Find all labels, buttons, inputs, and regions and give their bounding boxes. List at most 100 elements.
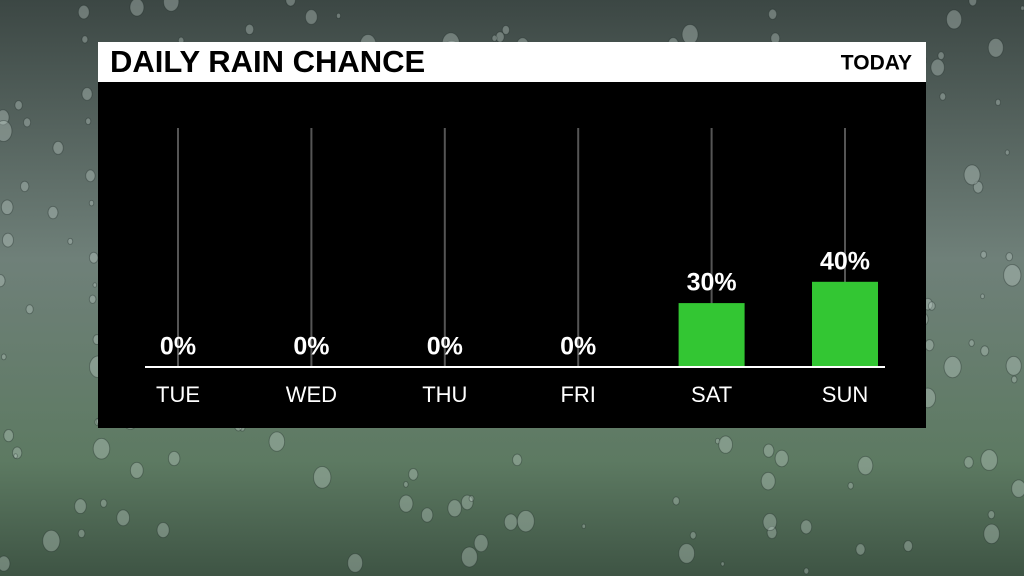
raindrop <box>930 58 945 77</box>
raindrop <box>0 199 14 216</box>
raindrop <box>1011 479 1024 498</box>
raindrop <box>3 429 14 443</box>
panel <box>98 42 926 428</box>
raindrop <box>11 446 23 460</box>
raindrop <box>945 9 963 30</box>
raindrop <box>672 496 680 506</box>
raindrop <box>163 0 180 12</box>
x-tick-label: TUE <box>156 382 200 407</box>
raindrop <box>980 293 985 300</box>
raindrop <box>995 98 1002 106</box>
raindrop <box>167 450 181 467</box>
value-label: 0% <box>427 333 463 361</box>
raindrop <box>347 553 364 573</box>
raindrop <box>939 92 947 101</box>
raindrop <box>398 494 414 513</box>
x-tick-label: SAT <box>691 382 732 407</box>
value-label: 30% <box>687 269 737 297</box>
raindrop <box>0 109 10 126</box>
raindrop <box>88 294 97 304</box>
raindrop <box>92 437 111 460</box>
raindrop <box>88 251 99 264</box>
raindrop <box>768 8 778 20</box>
raindrop <box>980 250 987 259</box>
raindrop <box>460 546 478 568</box>
bar <box>812 281 878 367</box>
raindrop <box>1005 355 1022 376</box>
raindrop <box>285 0 296 7</box>
raindrop <box>129 461 144 479</box>
raindrop <box>501 24 510 35</box>
raindrop <box>42 529 61 553</box>
raindrop <box>972 180 984 194</box>
period-label: TODAY <box>841 52 912 75</box>
raindrop <box>156 522 170 539</box>
raindrop <box>903 540 914 552</box>
raindrop <box>855 543 866 556</box>
raindrop <box>447 499 462 518</box>
raindrop <box>983 523 1000 545</box>
raindrop <box>937 51 945 61</box>
raindrop <box>23 117 32 128</box>
raindrop <box>420 507 434 523</box>
raindrop <box>13 453 18 459</box>
header-bar <box>98 42 926 82</box>
raindrop <box>408 468 419 481</box>
plot: 0% TUE 0% WED 0% THU 0% FRI 30% SAT 40% SUN <box>145 128 885 407</box>
raindrop <box>92 282 98 288</box>
raindrop <box>581 523 587 529</box>
raindrop <box>1003 263 1022 287</box>
raindrop <box>512 453 523 467</box>
raindrop <box>980 345 990 357</box>
raindrop <box>85 117 92 125</box>
raindrop <box>460 494 474 511</box>
raindrop <box>304 9 318 25</box>
value-label: 0% <box>160 333 196 361</box>
x-tick-label: FRI <box>560 382 595 407</box>
raindrop <box>987 510 996 520</box>
raindrop <box>129 0 145 17</box>
chart-title: DAILY RAIN CHANCE <box>110 44 425 79</box>
raindrop <box>1005 252 1014 262</box>
raindrop <box>678 543 696 564</box>
raindrop <box>760 471 776 491</box>
raindrop <box>0 353 7 361</box>
raindrop <box>762 443 775 458</box>
raindrop <box>491 34 498 42</box>
raindrop <box>1020 5 1024 11</box>
raindrop <box>88 199 95 207</box>
raindrop <box>313 465 332 489</box>
raindrop <box>1004 149 1010 156</box>
raindrop <box>718 435 733 454</box>
raindrop <box>980 449 998 471</box>
raindrop <box>774 449 789 468</box>
raindrop <box>1011 375 1018 384</box>
raindrop <box>766 525 778 540</box>
raindrop <box>857 455 874 476</box>
raindrop <box>268 431 286 452</box>
raindrop <box>847 481 854 490</box>
x-tick-label: SUN <box>822 382 868 407</box>
value-label: 0% <box>560 333 596 361</box>
raindrop <box>943 355 962 379</box>
raindrop <box>927 301 936 311</box>
value-label: 40% <box>820 247 870 275</box>
raindrop <box>99 498 108 508</box>
raindrop <box>714 437 721 445</box>
raindrop <box>77 4 90 20</box>
raindrop <box>0 555 11 572</box>
raindrop <box>52 140 64 155</box>
raindrop <box>803 567 810 575</box>
raindrop <box>924 339 935 352</box>
raindrop <box>689 531 697 540</box>
raindrop <box>14 100 23 111</box>
raindrop <box>0 119 13 142</box>
raindrop <box>81 87 93 101</box>
raindrop <box>81 35 89 44</box>
raindrop <box>47 205 59 220</box>
raindrop <box>1 232 14 248</box>
raindrop <box>968 0 978 7</box>
x-tick-label: WED <box>286 382 337 407</box>
